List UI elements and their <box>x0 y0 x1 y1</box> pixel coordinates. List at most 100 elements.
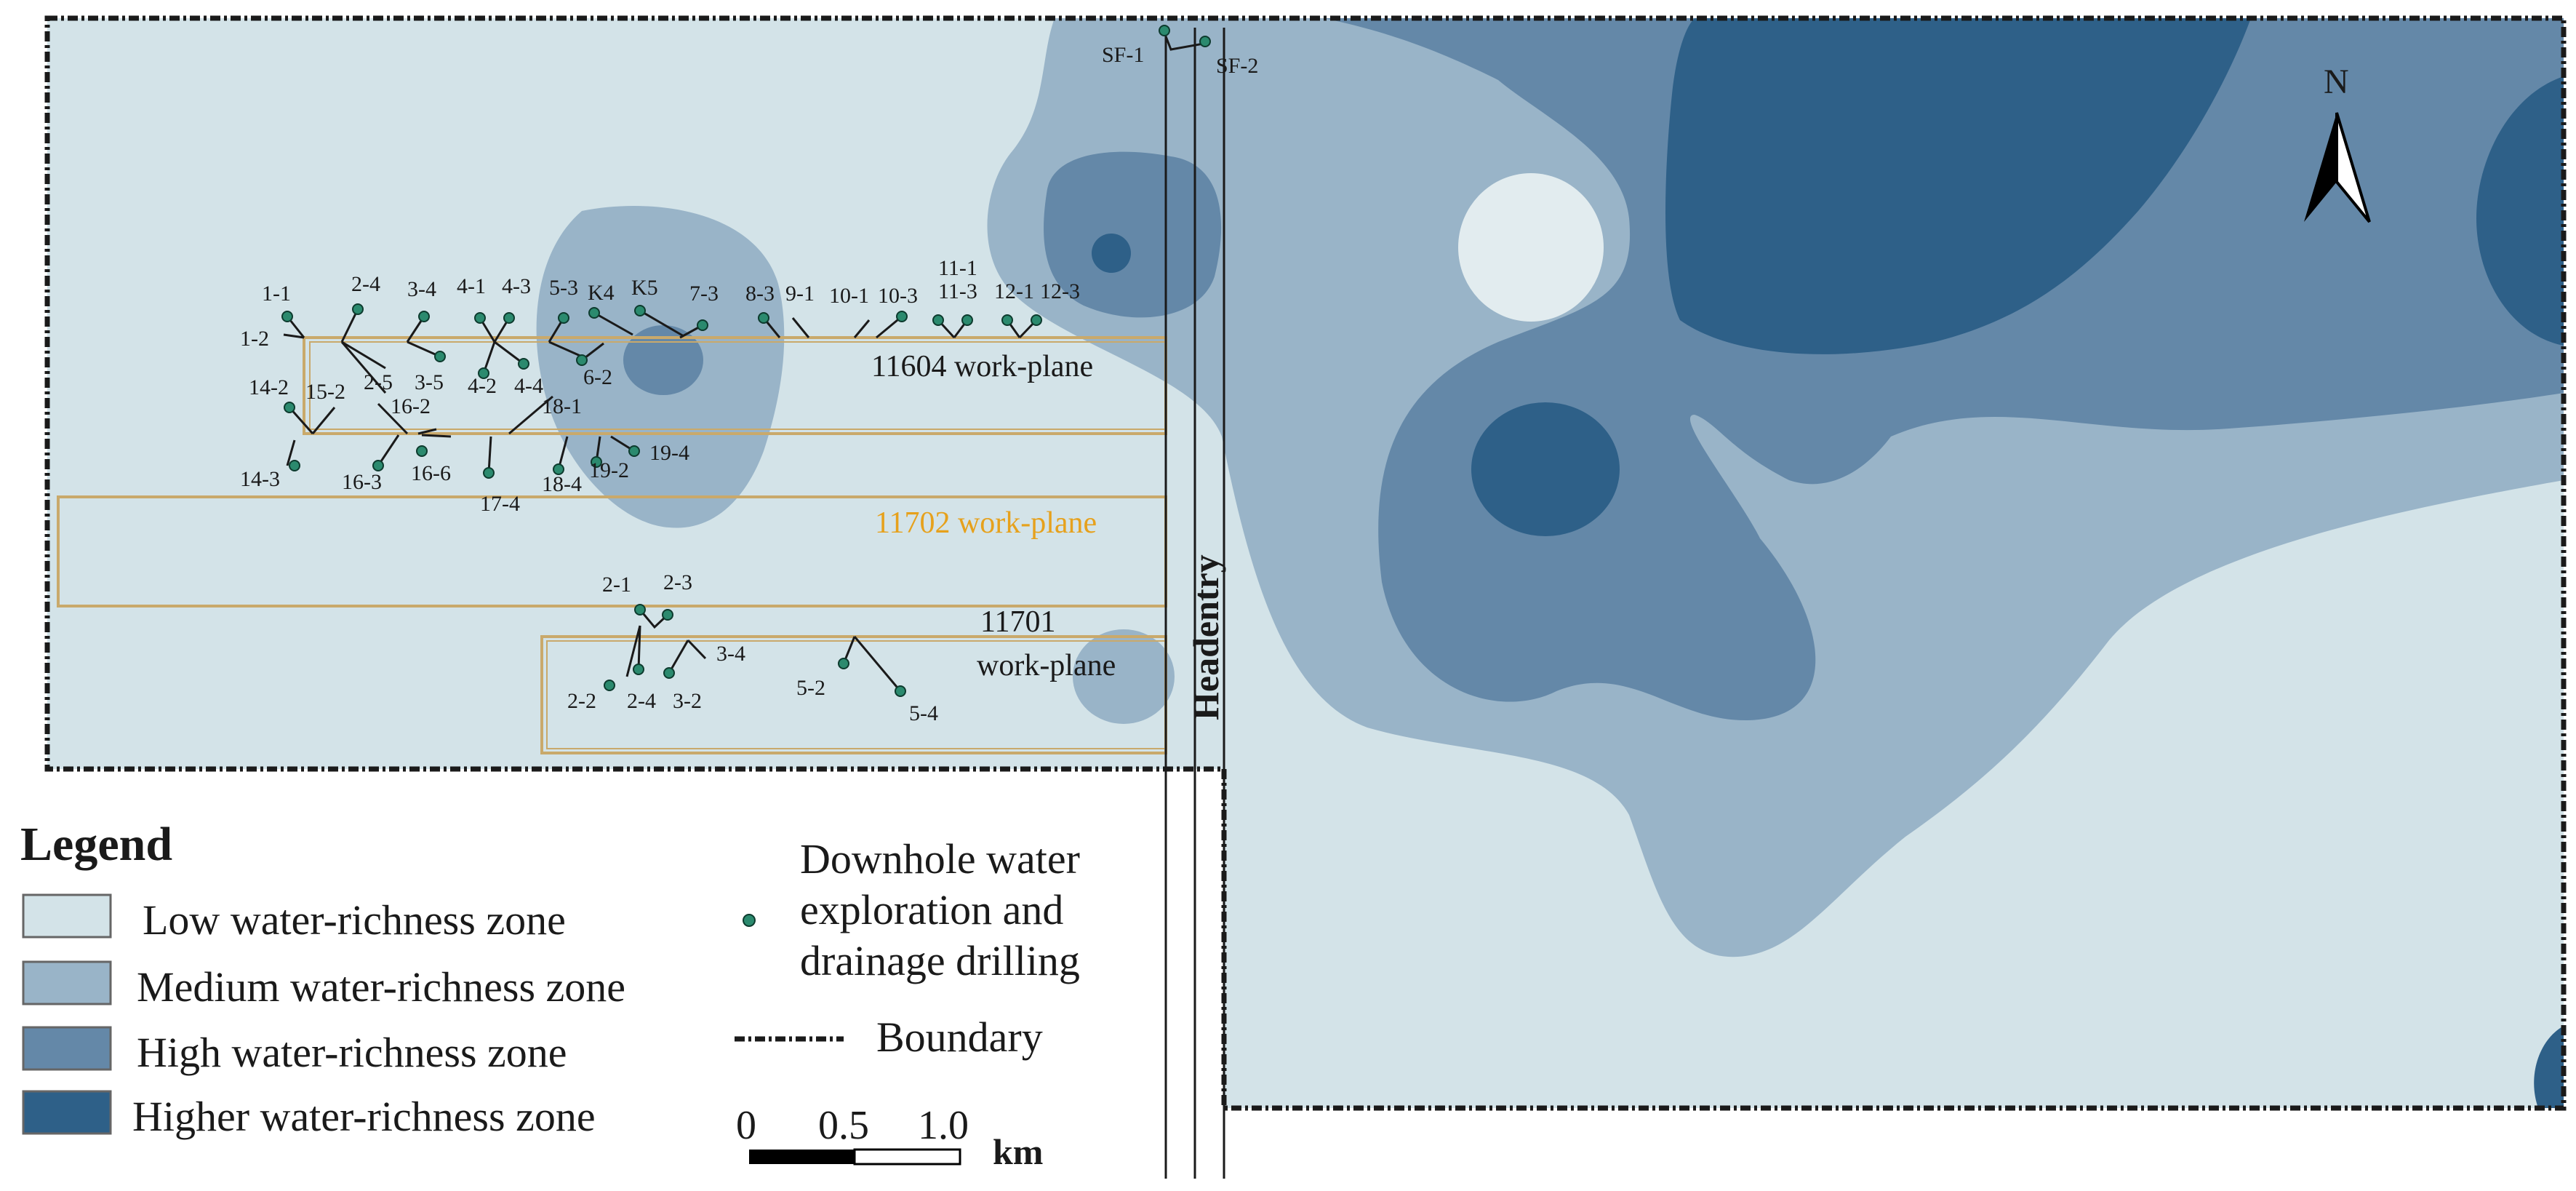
hole-label: 5-3 <box>549 276 578 300</box>
hole-label: 17-4 <box>480 492 520 516</box>
hole-label: 3-4 <box>716 642 745 666</box>
work-plane-11702-label: 11702 work-plane <box>875 506 1097 540</box>
legend-label-high: High water-richness zone <box>137 1029 567 1076</box>
hole-label: 2-4 <box>627 689 656 713</box>
scale-bar: 0 0.5 1.0 km <box>736 1103 1043 1172</box>
hole-label: 7-3 <box>689 282 719 306</box>
hole-label: 2-5 <box>364 370 393 394</box>
north-arrow-icon: N <box>2304 63 2371 223</box>
headentry-lines <box>1164 28 1225 1179</box>
drill-point <box>633 664 644 675</box>
drill-point <box>434 351 446 362</box>
drill-point <box>697 319 708 331</box>
hole-label: SF-1 <box>1102 43 1144 67</box>
hole-label: 10-1 <box>829 284 869 308</box>
legend-swatch-higher <box>22 1090 112 1135</box>
hole-label: 16-2 <box>391 394 431 418</box>
work-plane-11701-label: 11701 <box>980 605 1055 639</box>
hole-label: SF-2 <box>1216 54 1258 78</box>
hole-label: 2-2 <box>567 689 596 713</box>
drill-point <box>634 305 646 316</box>
drill-point <box>483 467 495 479</box>
high-zone-area <box>1324 18 2564 720</box>
drill-point <box>478 367 489 379</box>
high-zone-area <box>623 325 703 395</box>
legend-swatch-low <box>22 893 112 939</box>
scale-tick-1-0: 1.0 <box>918 1103 969 1148</box>
work-plane-11701-label-2: work-plane <box>977 649 1116 682</box>
drill-point <box>961 314 973 326</box>
hole-label: K5 <box>631 276 658 300</box>
hole-label: 11-3 <box>938 279 977 303</box>
work-plane-11604-label: 11604 work-plane <box>871 350 1093 383</box>
legend-label-low: Low water-richness zone <box>143 896 566 944</box>
hole-label: 18-4 <box>542 472 582 496</box>
medium-zone-area <box>1073 629 1175 724</box>
hole-label: 4-2 <box>468 374 497 398</box>
scale-unit: km <box>993 1131 1043 1172</box>
legend-drilling-label-1: Downhole water <box>800 835 1080 883</box>
legend-drill-point-icon <box>743 914 756 927</box>
hole-label: 4-3 <box>502 274 531 298</box>
drill-point <box>932 314 944 326</box>
low-zone-area <box>1458 173 1604 322</box>
hole-label: 3-4 <box>407 277 436 301</box>
drill-point <box>352 303 364 315</box>
hole-label: 14-3 <box>240 467 280 491</box>
scale-tick-0: 0 <box>736 1103 756 1148</box>
drill-point <box>576 354 588 366</box>
hole-label: 12-1 <box>994 279 1034 303</box>
drill-point <box>418 311 430 322</box>
drill-point <box>1199 36 1211 47</box>
hole-label: 10-3 <box>878 284 918 308</box>
hole-label: 1-2 <box>240 327 269 351</box>
drill-point <box>604 680 615 691</box>
high-zone-area <box>1044 151 1222 318</box>
legend-label-higher: Higher water-richness zone <box>132 1093 596 1140</box>
drill-points <box>281 25 1211 697</box>
drill-point <box>372 460 384 471</box>
legend-drilling-label-3: drainage drilling <box>800 937 1080 984</box>
boundary-line <box>44 15 2567 1111</box>
drill-point <box>1001 314 1013 326</box>
higher-zone-area <box>1665 18 2251 354</box>
higher-zone-area <box>2534 1026 2564 1108</box>
hole-label: 2-4 <box>351 272 380 296</box>
drill-point <box>503 312 515 324</box>
hole-label: K4 <box>588 281 615 305</box>
north-label: N <box>2324 63 2349 101</box>
drill-point <box>588 307 600 319</box>
hole-label: 14-2 <box>249 375 289 399</box>
higher-zone-area <box>1092 234 1131 273</box>
hole-label: 4-1 <box>457 274 486 298</box>
drill-point <box>1159 25 1170 36</box>
hole-label: 2-1 <box>602 573 631 597</box>
drill-point <box>591 456 602 468</box>
hole-label: 19-4 <box>649 441 689 465</box>
drill-point <box>663 667 675 679</box>
headentry-label: Headentry <box>1185 554 1226 720</box>
drill-leader-lines <box>283 32 1204 692</box>
hole-label: 15-2 <box>305 380 345 404</box>
legend-swatch-medium <box>22 960 112 1005</box>
drill-point <box>289 460 300 471</box>
drill-point <box>281 311 293 322</box>
higher-zone-area <box>1471 402 1620 536</box>
hole-label: 4-4 <box>514 374 543 398</box>
drill-point <box>474 312 486 324</box>
drill-point <box>518 358 529 370</box>
hole-label: 9-1 <box>785 282 815 306</box>
drill-point <box>634 604 646 616</box>
drill-point <box>896 311 908 322</box>
drill-point <box>558 312 569 324</box>
drill-point <box>553 463 564 475</box>
hole-label: 6-2 <box>583 365 612 389</box>
hole-label: 16-3 <box>342 470 382 494</box>
hole-label: 3-5 <box>415 370 444 394</box>
drill-point <box>895 685 906 697</box>
hole-label: 2-3 <box>663 570 692 594</box>
legend-label-medium: Medium water-richness zone <box>137 963 625 1011</box>
higher-zone-area <box>2476 76 2564 346</box>
legend: Legend Low water-richness zone Medium wa… <box>20 818 1080 1140</box>
